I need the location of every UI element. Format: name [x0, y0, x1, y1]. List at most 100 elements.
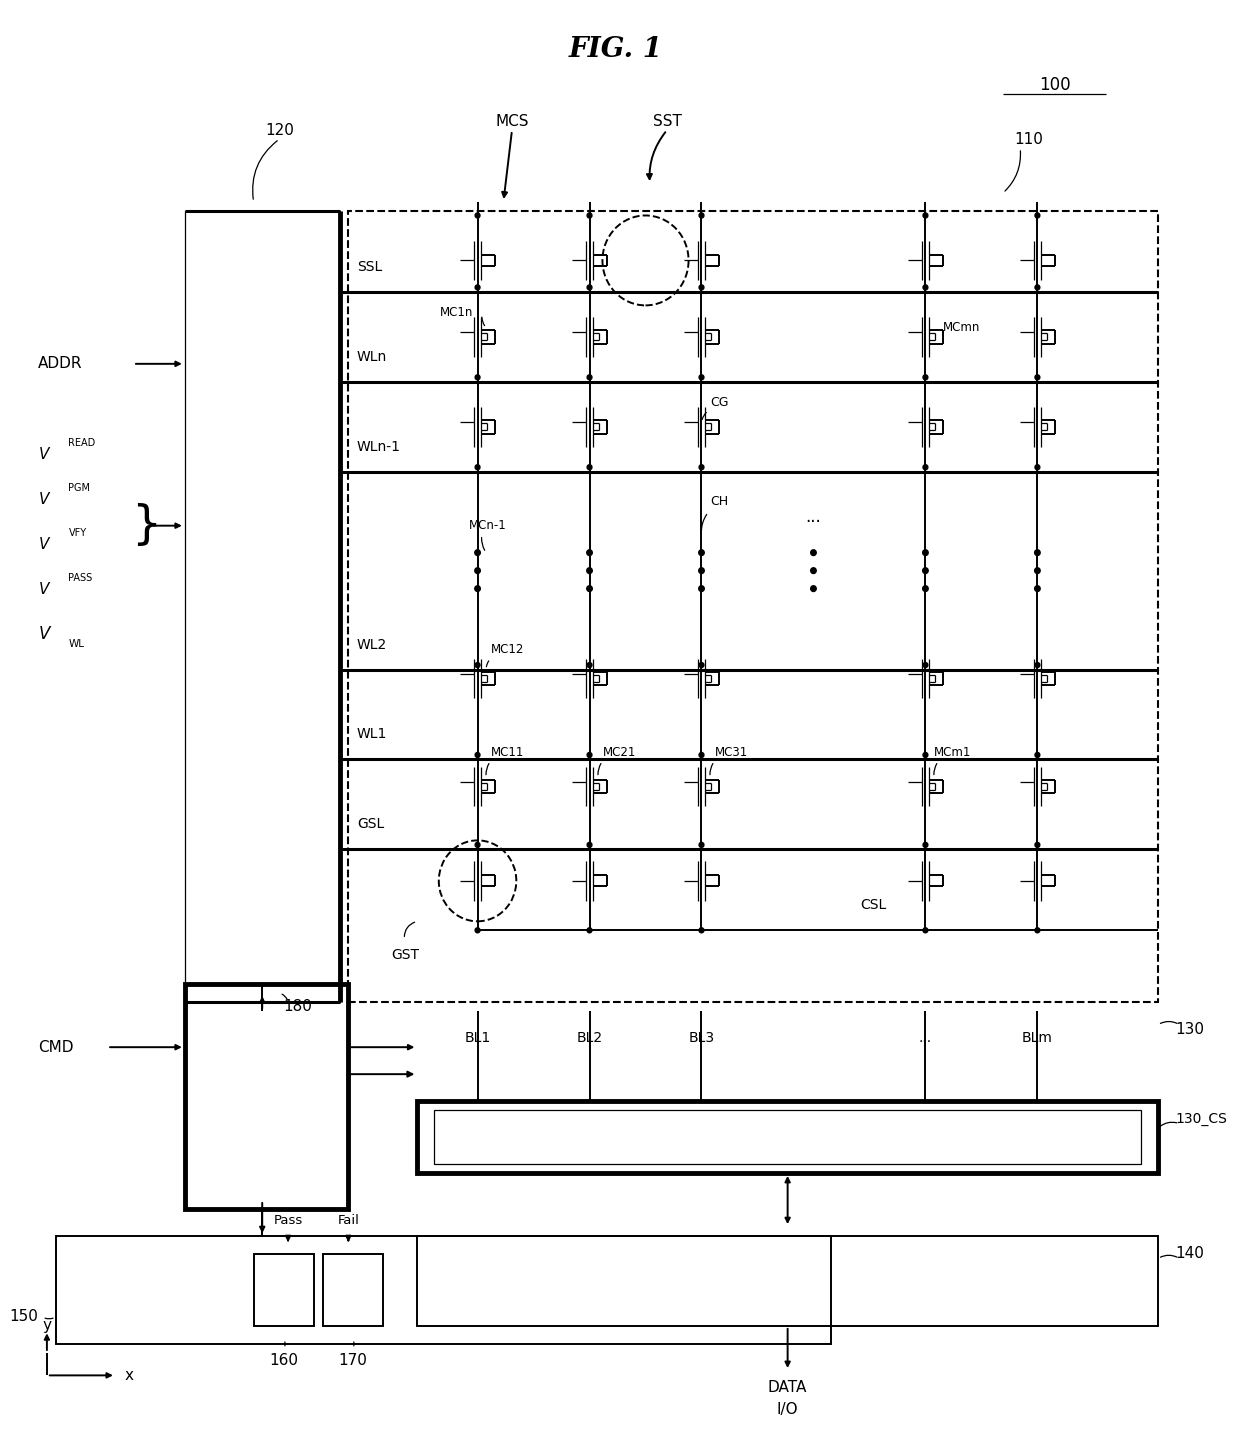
Text: $V$: $V$: [38, 490, 52, 507]
Text: Fail: Fail: [337, 1215, 360, 1228]
Text: CG: CG: [711, 396, 729, 409]
Circle shape: [587, 842, 591, 847]
Circle shape: [923, 213, 928, 219]
Circle shape: [1035, 374, 1040, 380]
Text: 130: 130: [1176, 1022, 1204, 1036]
Circle shape: [587, 567, 593, 573]
Text: MC21: MC21: [603, 746, 636, 759]
Text: PGM: PGM: [68, 483, 91, 493]
Text: BL3: BL3: [688, 1032, 714, 1045]
Circle shape: [475, 842, 480, 847]
Text: DATA: DATA: [768, 1380, 807, 1395]
Text: 150: 150: [10, 1309, 38, 1325]
Circle shape: [587, 927, 591, 933]
Circle shape: [1035, 213, 1040, 219]
Text: MC1n: MC1n: [440, 306, 474, 319]
Text: $V$: $V$: [38, 580, 52, 597]
Text: CH: CH: [711, 494, 728, 507]
Text: x: x: [124, 1368, 134, 1383]
Circle shape: [699, 753, 704, 757]
Circle shape: [475, 550, 480, 556]
Circle shape: [587, 663, 591, 667]
Circle shape: [923, 464, 928, 470]
Circle shape: [699, 464, 704, 470]
Text: ADDR: ADDR: [38, 356, 83, 372]
Text: $V$: $V$: [38, 446, 52, 462]
Text: MCS: MCS: [495, 113, 528, 129]
Circle shape: [587, 374, 591, 380]
Bar: [185, 985, 348, 1209]
Circle shape: [475, 753, 480, 757]
Circle shape: [699, 213, 704, 219]
Bar: [56, 1236, 831, 1343]
Text: MCm1: MCm1: [934, 746, 971, 759]
Circle shape: [475, 586, 480, 592]
Circle shape: [699, 842, 704, 847]
Bar: [254, 1255, 314, 1326]
Text: 170: 170: [339, 1353, 367, 1368]
Circle shape: [923, 374, 928, 380]
Bar: [185, 211, 340, 1002]
Text: PASS: PASS: [68, 573, 93, 583]
Circle shape: [923, 284, 928, 290]
Text: }: }: [131, 503, 161, 549]
Text: BLm: BLm: [1022, 1032, 1053, 1045]
Circle shape: [1034, 567, 1040, 573]
Circle shape: [811, 586, 816, 592]
Circle shape: [1035, 464, 1040, 470]
Bar: [348, 211, 1158, 1002]
Text: FIG. 1: FIG. 1: [568, 36, 662, 63]
Circle shape: [923, 927, 928, 933]
Text: WL1: WL1: [357, 727, 387, 742]
Text: 160: 160: [269, 1353, 299, 1368]
Circle shape: [587, 550, 593, 556]
Text: CMD: CMD: [38, 1040, 74, 1055]
Text: WLn-1: WLn-1: [357, 440, 401, 454]
Circle shape: [1035, 284, 1040, 290]
Circle shape: [587, 464, 591, 470]
Circle shape: [1035, 842, 1040, 847]
Circle shape: [587, 586, 593, 592]
Circle shape: [475, 213, 480, 219]
Text: 120: 120: [265, 123, 294, 137]
Text: CSL: CSL: [861, 899, 887, 912]
Circle shape: [923, 663, 928, 667]
Circle shape: [923, 586, 929, 592]
Text: MC12: MC12: [491, 643, 523, 656]
Circle shape: [1034, 550, 1040, 556]
Text: WL: WL: [68, 639, 84, 649]
Bar: [322, 1255, 383, 1326]
Text: 100: 100: [1039, 76, 1070, 94]
Text: BL1: BL1: [465, 1032, 491, 1045]
Text: $V$: $V$: [38, 536, 52, 552]
Circle shape: [699, 374, 704, 380]
Text: 130_CS: 130_CS: [1176, 1112, 1228, 1126]
Circle shape: [475, 663, 480, 667]
Circle shape: [1035, 663, 1040, 667]
Text: 140: 140: [1176, 1246, 1204, 1262]
Circle shape: [587, 284, 591, 290]
Text: ...: ...: [806, 507, 821, 526]
Circle shape: [699, 927, 704, 933]
Circle shape: [699, 663, 704, 667]
Circle shape: [475, 927, 480, 933]
Circle shape: [1035, 927, 1040, 933]
Circle shape: [587, 753, 591, 757]
Circle shape: [698, 550, 704, 556]
Circle shape: [1034, 586, 1040, 592]
Circle shape: [923, 550, 929, 556]
Text: MC31: MC31: [714, 746, 748, 759]
Text: MCmn: MCmn: [942, 322, 980, 334]
Bar: [418, 1236, 1158, 1326]
Circle shape: [698, 586, 704, 592]
Bar: [418, 1102, 1158, 1173]
Circle shape: [475, 374, 480, 380]
Text: SSL: SSL: [357, 260, 382, 274]
Text: I/O: I/O: [776, 1402, 799, 1418]
Text: WL2: WL2: [357, 637, 387, 652]
Text: VFY: VFY: [68, 527, 87, 537]
Circle shape: [923, 753, 928, 757]
Text: 110: 110: [1014, 131, 1043, 147]
Circle shape: [923, 842, 928, 847]
Circle shape: [699, 284, 704, 290]
